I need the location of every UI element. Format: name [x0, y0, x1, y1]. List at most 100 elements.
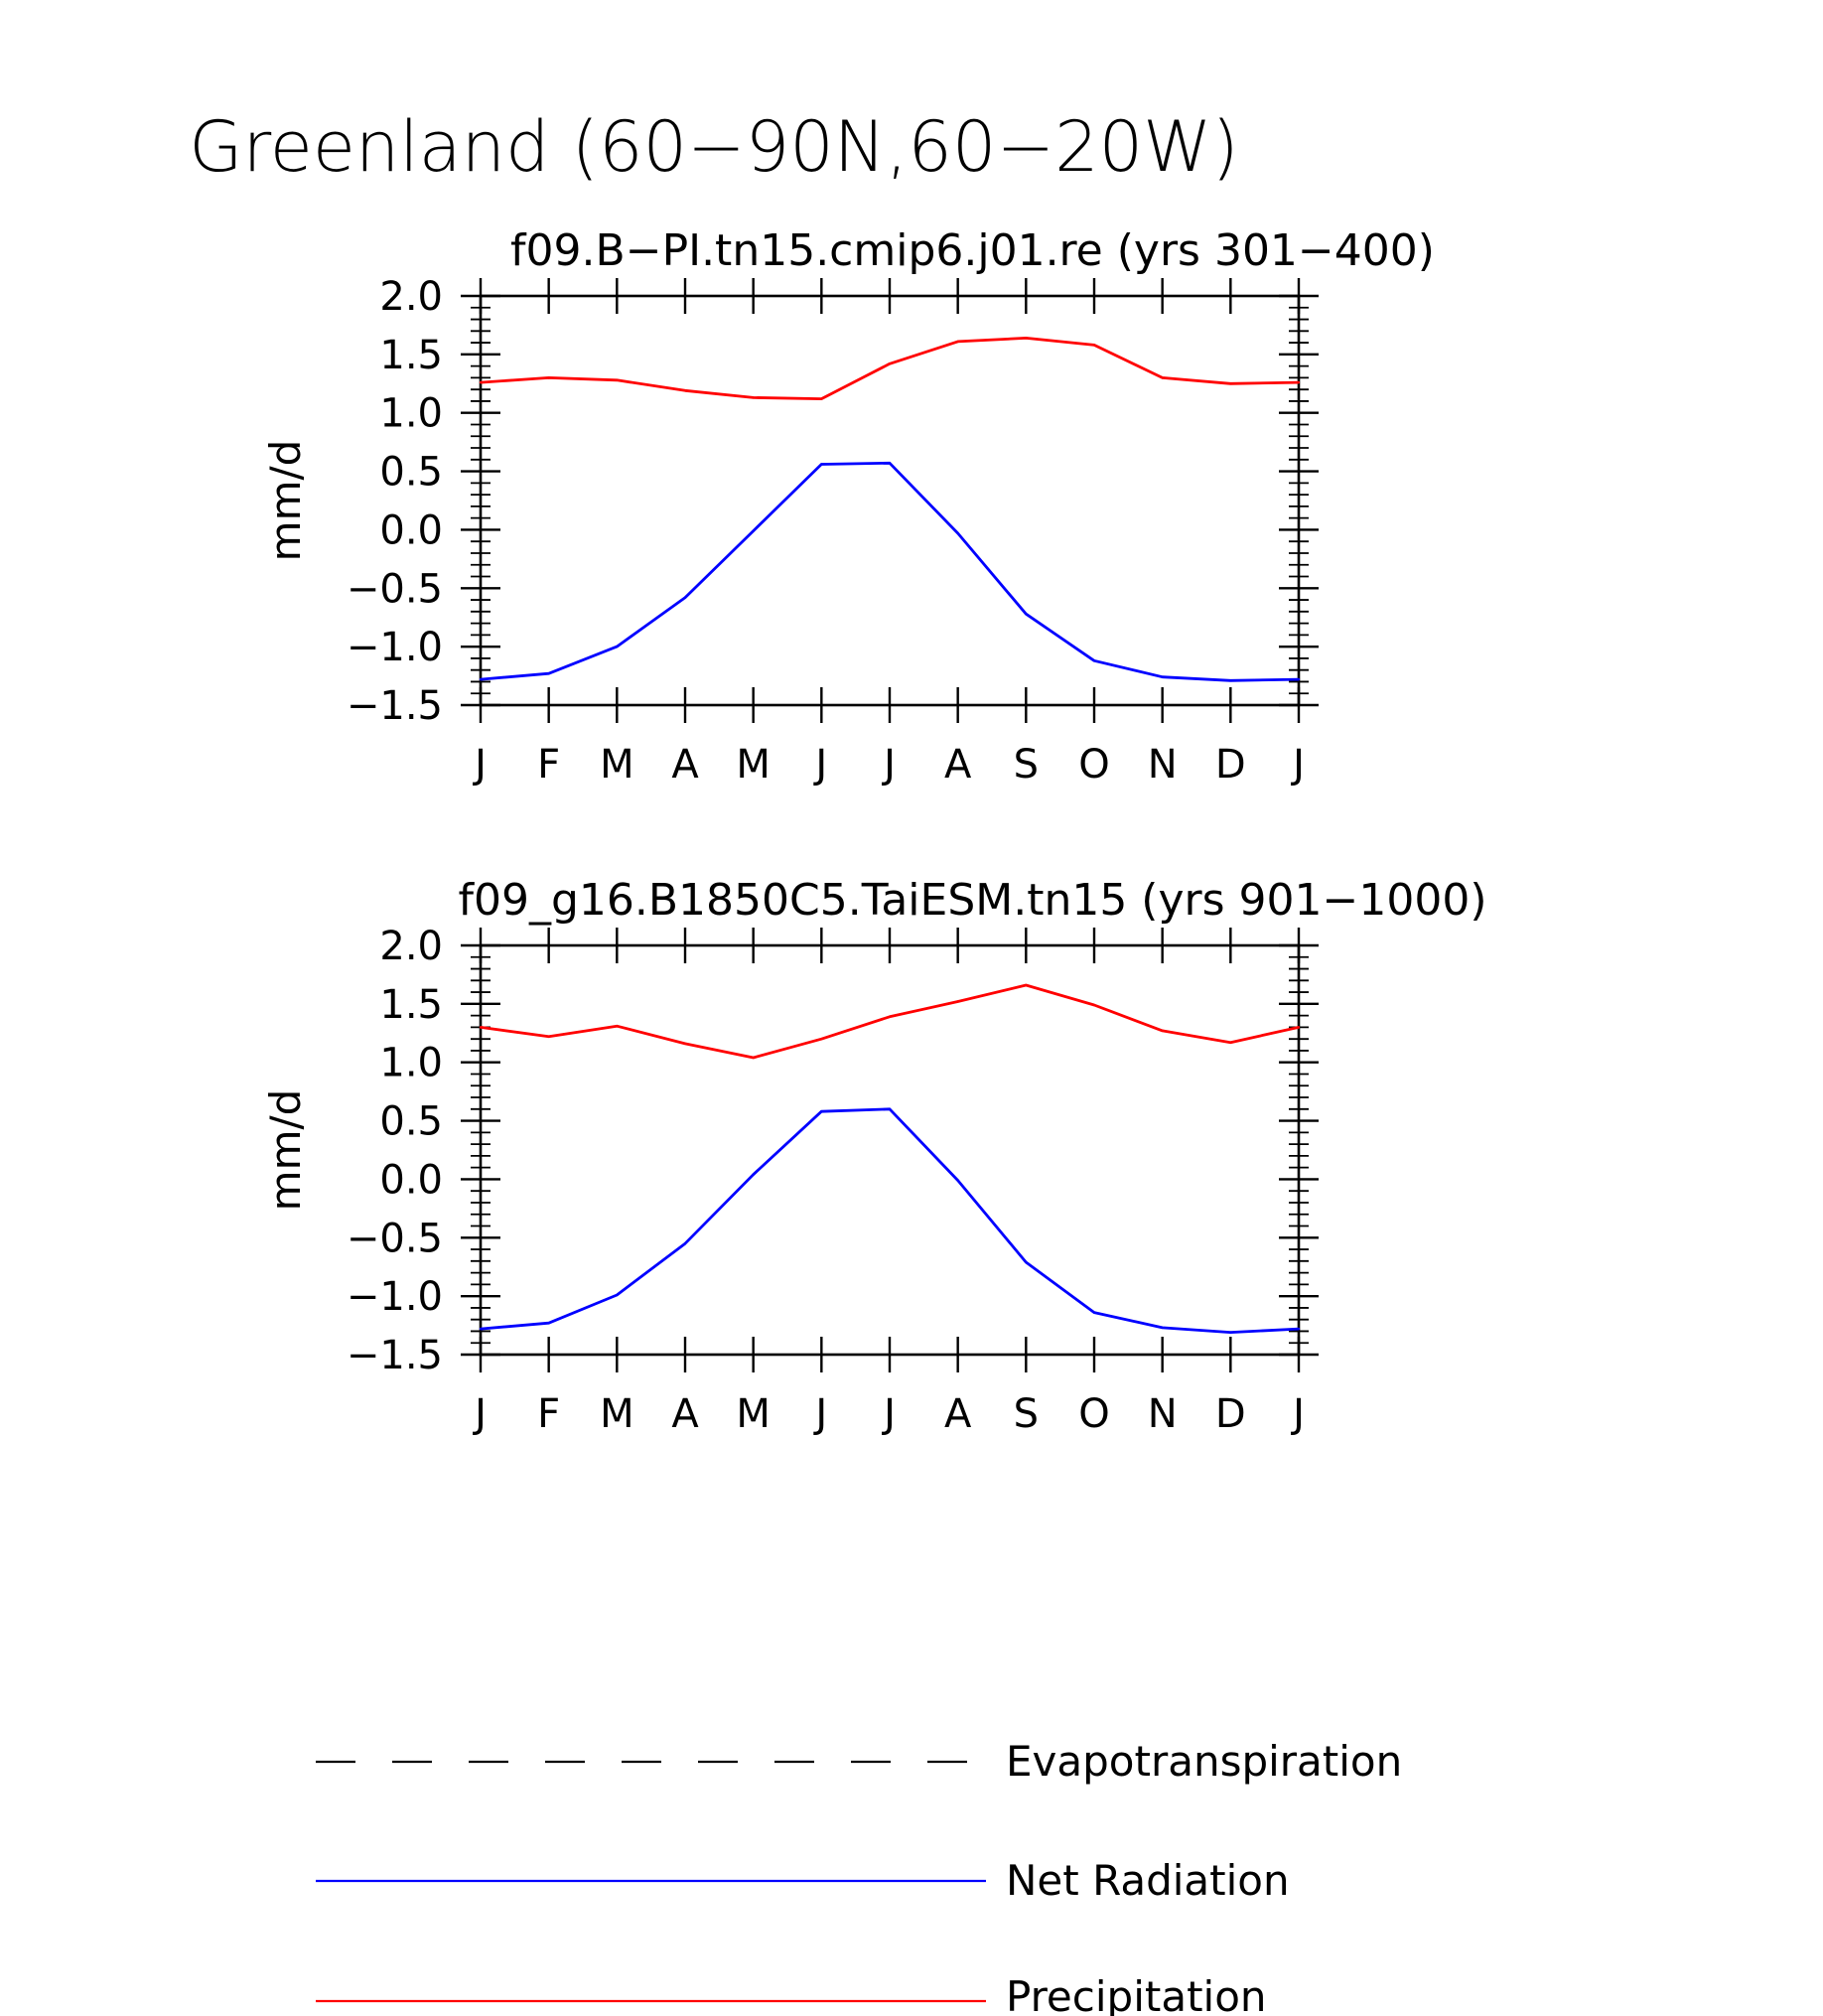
panel-bottom: f09_g16.B1850C5.TaiESM.tn15 (yrs 901−100…	[261, 875, 1487, 1437]
data-point-precipitation	[616, 1025, 619, 1028]
x-tick-label: J	[1290, 742, 1305, 788]
data-point-precipitation	[479, 380, 483, 384]
data-point-precipitation	[1229, 1041, 1232, 1044]
data-point-net-radiation	[616, 645, 619, 648]
y-tick-label: 0.0	[379, 507, 443, 553]
x-tick-label: J	[472, 742, 487, 788]
data-point-precipitation	[1161, 376, 1164, 379]
data-point-precipitation	[1297, 380, 1301, 384]
data-point-net-radiation	[1025, 1260, 1028, 1264]
data-point-net-radiation	[1229, 1331, 1232, 1334]
series-line-net-radiation	[480, 461, 1300, 682]
data-point-precipitation	[1025, 983, 1028, 987]
data-point-net-radiation	[479, 1327, 483, 1331]
data-point-net-radiation	[1161, 675, 1164, 678]
y-tick-label: 0.5	[379, 450, 443, 496]
y-tick-label: 1.0	[379, 1041, 443, 1086]
panel-title: f09_g16.B1850C5.TaiESM.tn15 (yrs 901−100…	[458, 875, 1486, 926]
data-point-precipitation	[888, 362, 892, 365]
series-line-precipitation	[480, 336, 1300, 401]
data-point-net-radiation	[479, 677, 483, 681]
figure-title: Greenland (60−90N,60−20W)	[189, 106, 1238, 188]
data-point-precipitation	[1297, 1026, 1301, 1029]
y-tick-label: −0.5	[347, 566, 443, 612]
data-point-precipitation	[956, 340, 959, 344]
y-tick-label: −1.5	[347, 1333, 443, 1378]
data-point-precipitation	[479, 1026, 483, 1029]
data-point-net-radiation	[752, 529, 755, 532]
y-tick-label: 1.5	[379, 333, 443, 378]
data-point-net-radiation	[547, 1322, 550, 1325]
y-tick-label: 2.0	[379, 924, 443, 969]
y-tick-label: 1.0	[379, 391, 443, 437]
data-point-net-radiation	[752, 1173, 755, 1176]
x-tick-label: J	[881, 742, 896, 788]
y-tick-label: 0.5	[379, 1099, 443, 1145]
data-point-net-radiation	[683, 1241, 687, 1245]
x-tick-label: J	[1290, 1391, 1305, 1437]
data-point-precipitation	[752, 396, 755, 399]
y-tick-label: 2.0	[379, 274, 443, 320]
data-point-net-radiation	[956, 531, 959, 535]
y-axis-label: mm/d	[261, 1089, 310, 1212]
data-point-precipitation	[1092, 344, 1096, 347]
x-tick-label: D	[1215, 742, 1246, 788]
x-tick-label: J	[881, 1391, 896, 1437]
x-tick-label: N	[1148, 742, 1178, 788]
legend-label-net-radiation: Net Radiation	[1006, 1856, 1290, 1905]
data-point-net-radiation	[1297, 1327, 1301, 1331]
data-point-precipitation	[683, 1042, 687, 1046]
data-point-precipitation	[683, 389, 687, 392]
series-line-precipitation	[480, 983, 1300, 1060]
data-point-net-radiation	[888, 462, 892, 465]
legend: Evapotranspiration Net Radiation Precipi…	[316, 1737, 1402, 2016]
data-point-net-radiation	[1161, 1326, 1164, 1330]
y-tick-label: −1.0	[347, 1274, 443, 1320]
data-point-precipitation	[616, 378, 619, 381]
legend-label-evapotranspiration: Evapotranspiration	[1006, 1737, 1402, 1786]
x-tick-label: M	[736, 1391, 771, 1437]
plot-frame	[479, 943, 1301, 1357]
data-point-net-radiation	[683, 596, 687, 599]
data-point-net-radiation	[547, 672, 550, 675]
data-point-precipitation	[547, 376, 550, 379]
y-tick-label: −1.5	[347, 683, 443, 729]
data-point-net-radiation	[1229, 679, 1232, 682]
x-tick-label: A	[944, 1391, 972, 1437]
x-tick-label: M	[600, 1391, 634, 1437]
x-tick-label: A	[671, 742, 699, 788]
data-point-precipitation	[888, 1015, 892, 1019]
legend-label-precipitation: Precipitation	[1006, 1972, 1267, 2016]
data-point-precipitation	[547, 1035, 550, 1039]
data-point-precipitation	[1229, 382, 1232, 385]
data-point-net-radiation	[820, 463, 823, 466]
x-tick-label: O	[1078, 1391, 1109, 1437]
data-point-precipitation	[1092, 1003, 1096, 1007]
x-tick-label: J	[812, 742, 827, 788]
data-point-net-radiation	[820, 1109, 823, 1113]
data-point-precipitation	[1025, 337, 1028, 340]
plot-frame	[479, 294, 1301, 707]
data-point-net-radiation	[888, 1107, 892, 1111]
y-axis-label: mm/d	[261, 440, 310, 562]
y-tick-label: −1.0	[347, 625, 443, 670]
data-point-precipitation	[820, 1037, 823, 1041]
x-tick-label: A	[671, 1391, 699, 1437]
data-point-precipitation	[752, 1056, 755, 1060]
panel-title: f09.B−PI.tn15.cmip6.j01.re (yrs 301−400)	[510, 225, 1435, 276]
x-tick-label: N	[1148, 1391, 1178, 1437]
data-point-net-radiation	[616, 1293, 619, 1297]
series-line-net-radiation	[480, 1107, 1300, 1334]
x-tick-label: J	[472, 1391, 487, 1437]
data-point-precipitation	[820, 397, 823, 400]
x-tick-label: D	[1215, 1391, 1246, 1437]
data-point-net-radiation	[1092, 1311, 1096, 1314]
x-tick-label: S	[1014, 1391, 1039, 1437]
x-tick-label: J	[812, 1391, 827, 1437]
data-point-precipitation	[1161, 1029, 1164, 1033]
x-tick-label: F	[537, 1391, 560, 1437]
data-point-net-radiation	[1025, 612, 1028, 616]
y-tick-label: −0.5	[347, 1216, 443, 1261]
y-tick-label: 1.5	[379, 982, 443, 1028]
